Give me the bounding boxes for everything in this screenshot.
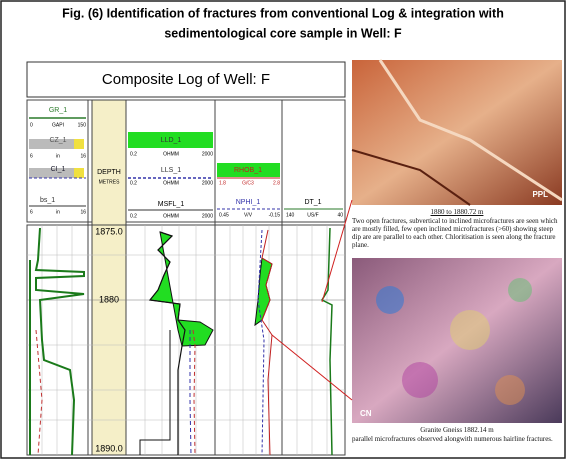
log-title-box	[26, 61, 346, 98]
log-graphic	[352, 60, 562, 205]
label: 0	[30, 122, 33, 128]
log-graphic	[74, 168, 84, 178]
label: DEPTH	[97, 169, 121, 176]
label: in	[56, 153, 60, 159]
log-graphic	[139, 330, 171, 455]
label: 2000	[202, 213, 213, 219]
log-graphic	[257, 229, 265, 456]
log-graphic	[378, 59, 563, 202]
label: 40	[337, 212, 343, 218]
log-graphic	[261, 229, 273, 456]
label: METRES	[99, 179, 121, 185]
label: 0.2	[130, 180, 137, 186]
label: PPL	[532, 190, 548, 199]
log-title: Composite Log of Well: F	[102, 71, 270, 88]
label: 2.8	[273, 180, 280, 186]
log-graphic	[271, 334, 353, 401]
label: 0.2	[130, 213, 137, 219]
label: NPHI_1	[236, 199, 261, 206]
label: 140	[286, 212, 295, 218]
label: 16	[80, 153, 86, 159]
log-graphic	[189, 330, 192, 456]
caption: Two open fractures, subvertical to incli…	[352, 217, 558, 249]
log-graphic	[26, 224, 346, 456]
label: 6	[30, 153, 33, 159]
log-graphic	[217, 163, 280, 177]
label: 0.45	[219, 212, 229, 218]
log-graphic	[34, 227, 85, 456]
label: 6	[30, 209, 33, 215]
log-graphic	[402, 362, 438, 398]
log-graphic	[91, 99, 127, 456]
title: Fig. (6) Identification of fractures fro…	[62, 6, 504, 20]
label: MSFL_1	[158, 201, 185, 208]
log-graphic	[495, 375, 525, 405]
log-graphic	[29, 168, 74, 178]
caption-title: 1880 to 1880.72 m	[430, 208, 484, 216]
label: 1875.0	[95, 226, 123, 236]
label: 1880	[99, 294, 119, 304]
label: GR_1	[49, 107, 67, 114]
label: -0.15	[269, 212, 281, 218]
log-graphic	[35, 329, 43, 456]
log-graphic	[192, 329, 196, 456]
log-graphic	[128, 132, 213, 148]
log-graphic	[148, 231, 186, 455]
log-graphic: LLD_1 0.2 OHMM 2000 LLS_1 0.2 OHMM 2000 MSFL…	[128, 132, 213, 219]
label: US/F	[307, 212, 318, 218]
label: CN	[360, 409, 372, 418]
label: 1.8	[219, 180, 226, 186]
title: sedimentological core sample in Well: F	[164, 26, 402, 40]
label: DT_1	[304, 199, 321, 206]
label: OHMM	[163, 213, 179, 219]
log-graphic	[376, 286, 404, 314]
label: in	[56, 209, 60, 215]
label: 0.2	[130, 151, 137, 157]
label: bs_1	[40, 197, 55, 204]
log-graphic: DT_1 140 US/F 40	[284, 199, 343, 218]
label: G/C3	[242, 180, 254, 186]
caption: parallel microfractures observed alongwi…	[352, 435, 553, 443]
log-graphic	[351, 149, 471, 206]
label: 2000	[202, 180, 213, 186]
label: LLS_1	[161, 167, 181, 174]
label: CZ_1	[49, 137, 66, 144]
log-graphic: GR_1 0 GAPI 150 CZ_1 6 in 16 CI_1 bs_1 6 in 16	[29, 107, 86, 215]
label: 2000	[202, 151, 213, 157]
caption-title: Granite Gneiss 1882.14 m	[420, 426, 494, 434]
log-graphic	[74, 139, 84, 149]
log-graphic	[321, 199, 353, 303]
label: OHMM	[163, 180, 179, 186]
label: OHMM	[163, 151, 179, 157]
log-graphic	[26, 99, 346, 223]
label: V/V	[244, 212, 253, 218]
log-graphic	[29, 139, 74, 149]
label: CI_1	[51, 166, 66, 173]
log-graphic	[508, 278, 532, 302]
label: GAPI	[52, 122, 64, 128]
log-graphic	[450, 310, 490, 350]
label: 1890.0	[95, 443, 123, 453]
label: 16	[80, 209, 86, 215]
label: LLD_1	[161, 137, 182, 144]
log-graphic: RHOB_1 1.8 G/C3 2.8 NPHI_1 0.45 V/V -0.15	[217, 163, 280, 218]
label: RHOB_1	[234, 167, 262, 174]
label: 150	[78, 122, 87, 128]
